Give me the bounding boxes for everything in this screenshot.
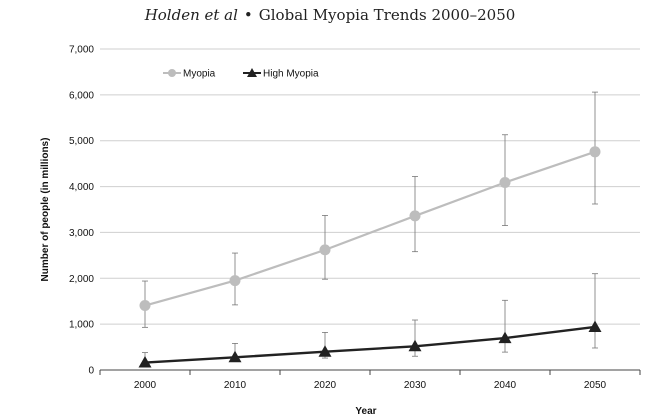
series-line <box>144 150 596 307</box>
data-point <box>229 275 241 287</box>
legend-label: Myopia <box>183 69 216 80</box>
y-tick-label: 0 <box>88 366 94 377</box>
legend-label: High Myopia <box>263 69 319 80</box>
data-point <box>589 146 601 158</box>
y-tick-label: 2,000 <box>69 274 94 285</box>
x-tick-label: 2030 <box>404 380 427 391</box>
series-line <box>144 325 596 364</box>
data-point <box>588 320 602 332</box>
legend-item: Myopia <box>163 69 216 80</box>
legend-item: High Myopia <box>243 68 319 80</box>
series-myopia <box>139 91 601 328</box>
legend-marker <box>247 68 257 77</box>
x-tick-label: 2020 <box>314 380 337 391</box>
data-point <box>228 350 242 363</box>
data-point <box>319 244 331 256</box>
x-axis-label: Year <box>355 406 376 417</box>
data-point <box>318 345 332 357</box>
y-tick-label: 6,000 <box>69 90 94 101</box>
y-axis-ticks: 0 1,000 2,000 3,000 4,000 5,000 6,000 7,000 <box>69 45 94 377</box>
header-author: Holden et al <box>144 6 238 24</box>
y-tick-label: 3,000 <box>69 228 94 239</box>
header-separator: • <box>243 6 253 24</box>
data-point <box>138 356 152 368</box>
legend-marker <box>168 69 176 77</box>
x-tick-label: 2000 <box>134 380 157 391</box>
x-tick-label: 2010 <box>224 380 247 391</box>
y-tick-label: 5,000 <box>69 136 94 147</box>
legend: Myopia High Myopia <box>163 68 319 80</box>
x-tick-label: 2040 <box>494 380 517 391</box>
y-tick-label: 1,000 <box>69 320 94 331</box>
y-tick-label: 7,000 <box>69 45 94 56</box>
data-point <box>409 210 421 222</box>
x-axis-ticks: 2000 2010 2020 2030 2040 2050 <box>99 370 641 391</box>
figure-header: Holden et al • Global Myopia Trends 2000–2… <box>0 0 660 30</box>
data-point <box>408 339 422 352</box>
y-tick-label: 4,000 <box>69 182 94 193</box>
data-point <box>139 300 151 312</box>
data-point <box>498 331 512 344</box>
series-high-myopia <box>138 273 602 368</box>
grid-lines <box>100 48 640 325</box>
header-title: Global Myopia Trends 2000–2050 <box>258 6 516 24</box>
series-layer <box>138 91 602 368</box>
y-axis-label: Number of people (in millions) <box>40 138 51 282</box>
data-point <box>499 176 511 188</box>
x-tick-label: 2050 <box>584 380 607 391</box>
